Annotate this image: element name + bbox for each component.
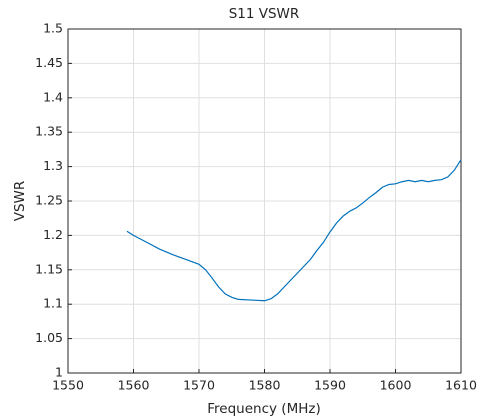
x-tick-label: 1610 bbox=[445, 378, 477, 393]
y-tick-label: 1.25 bbox=[35, 193, 63, 208]
x-tick-label: 1560 bbox=[118, 378, 150, 393]
x-axis-label: Frequency (MHz) bbox=[207, 401, 320, 417]
x-tick-label: 1590 bbox=[314, 378, 346, 393]
y-tick-label: 1.1 bbox=[43, 296, 63, 311]
y-tick-label: 1.2 bbox=[43, 227, 63, 242]
x-tick-label: 1570 bbox=[183, 378, 215, 393]
axes-box bbox=[67, 28, 462, 374]
y-tick-label: 1.5 bbox=[43, 21, 63, 36]
y-tick-label: 1.15 bbox=[35, 261, 63, 276]
y-tick-label: 1.05 bbox=[35, 330, 63, 345]
x-tick-label: 1600 bbox=[380, 378, 412, 393]
y-tick-label: 1.45 bbox=[35, 55, 63, 70]
y-tick-label: 1 bbox=[55, 365, 63, 380]
x-tick-label: 1580 bbox=[249, 378, 281, 393]
data-line bbox=[126, 159, 462, 302]
y-tick-label: 1.35 bbox=[35, 124, 63, 139]
y-axis-label: VSWR bbox=[12, 181, 28, 222]
chart-title: S11 VSWR bbox=[229, 6, 300, 22]
y-tick-label: 1.4 bbox=[43, 89, 63, 104]
x-tick-label: 1550 bbox=[52, 378, 84, 393]
y-tick-label: 1.3 bbox=[43, 158, 63, 173]
